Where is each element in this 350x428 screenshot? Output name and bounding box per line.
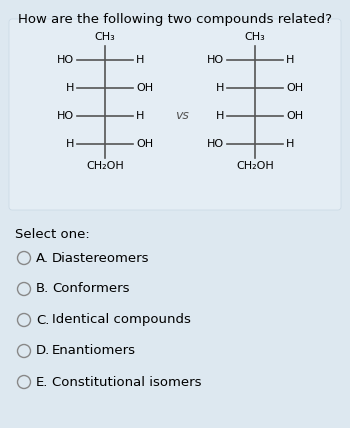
Circle shape	[18, 282, 30, 295]
Text: C.: C.	[36, 313, 49, 327]
Text: vs: vs	[175, 109, 189, 122]
Text: Identical compounds: Identical compounds	[52, 313, 191, 327]
Text: CH₂OH: CH₂OH	[86, 161, 124, 171]
Text: OH: OH	[286, 83, 303, 93]
Text: How are the following two compounds related?: How are the following two compounds rela…	[18, 13, 332, 26]
Text: H: H	[286, 55, 294, 65]
Text: H: H	[216, 111, 224, 121]
Text: Constitutional isomers: Constitutional isomers	[52, 375, 202, 389]
Text: HO: HO	[207, 55, 224, 65]
Text: H: H	[136, 111, 144, 121]
Text: D.: D.	[36, 345, 50, 357]
Text: OH: OH	[136, 83, 153, 93]
Text: H: H	[136, 55, 144, 65]
Text: CH₂OH: CH₂OH	[236, 161, 274, 171]
Text: OH: OH	[286, 111, 303, 121]
Text: H: H	[66, 139, 74, 149]
Text: Diastereomers: Diastereomers	[52, 252, 149, 265]
Text: H: H	[286, 139, 294, 149]
Text: HO: HO	[207, 139, 224, 149]
Text: HO: HO	[57, 111, 74, 121]
Circle shape	[18, 345, 30, 357]
Text: HO: HO	[57, 55, 74, 65]
Text: CH₃: CH₃	[245, 32, 265, 42]
Text: B.: B.	[36, 282, 49, 295]
Text: CH₃: CH₃	[94, 32, 116, 42]
Text: E.: E.	[36, 375, 48, 389]
Text: A.: A.	[36, 252, 49, 265]
Circle shape	[18, 252, 30, 265]
Text: OH: OH	[136, 139, 153, 149]
Text: Enantiomers: Enantiomers	[52, 345, 136, 357]
FancyBboxPatch shape	[9, 19, 341, 210]
Text: H: H	[216, 83, 224, 93]
Text: Select one:: Select one:	[15, 228, 90, 241]
Text: H: H	[66, 83, 74, 93]
Text: Conformers: Conformers	[52, 282, 130, 295]
Circle shape	[18, 375, 30, 389]
Circle shape	[18, 313, 30, 327]
